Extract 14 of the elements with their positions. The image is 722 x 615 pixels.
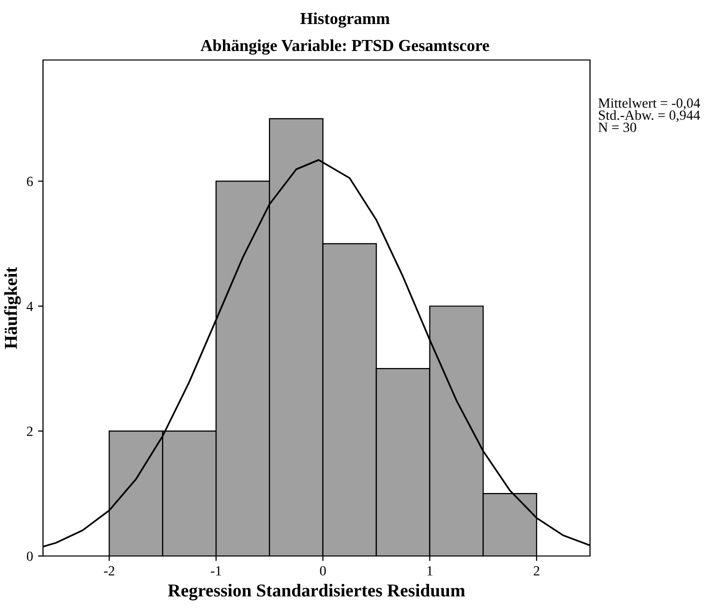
chart-title: Histogramm: [300, 12, 390, 28]
y-tick-label: 6: [26, 176, 33, 186]
y-tick-label: 2: [26, 426, 33, 436]
y-tick-label: 4: [26, 302, 34, 311]
x-tick-label: -2: [104, 566, 114, 576]
x-tick-label: 0: [320, 566, 326, 576]
x-tick-label: -1: [210, 566, 222, 576]
text: Mittelwert = -0,04 Std.-Abw. = 0,944 N = 30: [598, 98, 700, 132]
y-tick-label: 0: [26, 552, 33, 561]
y-axis-title: Häufigkeit: [4, 266, 21, 349]
x-tick-label: 1: [427, 566, 432, 576]
x-tick-label: 2: [534, 566, 540, 576]
x-axis-title: Regression Standardisiertes Residuum: [168, 584, 465, 600]
chart-subtitle: Abhängige Variable: PTSD Gesamtscore: [200, 39, 490, 55]
